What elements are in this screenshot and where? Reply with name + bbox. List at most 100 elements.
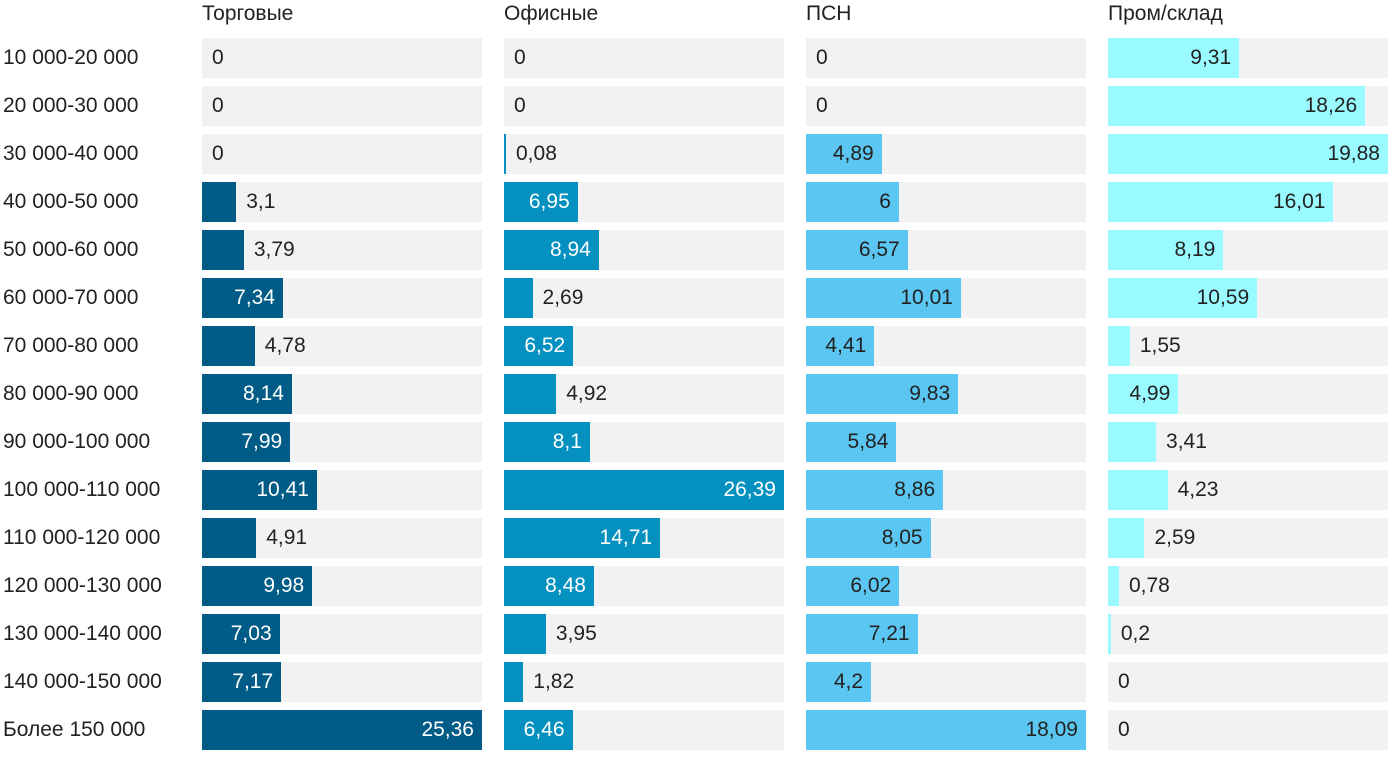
bar xyxy=(806,662,871,702)
category-label: 130 000-140 000 xyxy=(3,622,162,645)
bar xyxy=(202,326,255,366)
category-label: 60 000-70 000 xyxy=(3,286,139,309)
bar xyxy=(504,470,784,510)
bar xyxy=(1108,134,1388,174)
data-label: 0 xyxy=(212,94,224,117)
category-label: 10 000-20 000 xyxy=(3,46,139,69)
data-label: 14,71 xyxy=(599,526,653,549)
bar xyxy=(1108,374,1179,414)
data-label: 9,83 xyxy=(909,382,951,405)
category-label: 40 000-50 000 xyxy=(3,190,139,213)
bar xyxy=(202,470,317,510)
data-label: 8,05 xyxy=(881,526,923,549)
bar xyxy=(1108,38,1240,78)
data-label: 18,26 xyxy=(1304,94,1358,117)
data-label: 4,41 xyxy=(825,334,867,357)
bar xyxy=(504,278,533,318)
bar xyxy=(1108,278,1258,318)
category-label: 140 000-150 000 xyxy=(3,670,162,693)
bar-track xyxy=(1108,662,1388,702)
data-label: 10,01 xyxy=(900,286,953,309)
data-label: 25,36 xyxy=(421,718,474,741)
data-label: 5,84 xyxy=(847,430,889,453)
data-label: 1,82 xyxy=(533,670,575,693)
data-label: 7,17 xyxy=(232,670,274,693)
data-label: 7,03 xyxy=(230,622,272,645)
bar xyxy=(504,326,574,366)
bar xyxy=(806,230,908,270)
data-label: 8,1 xyxy=(552,430,582,453)
bar xyxy=(1108,326,1130,366)
data-label: 3,79 xyxy=(253,238,295,261)
category-label: 80 000-90 000 xyxy=(3,382,139,405)
data-label: 0 xyxy=(816,94,828,117)
bar xyxy=(806,710,1086,750)
data-label: 18,09 xyxy=(1025,718,1078,741)
data-label: 7,34 xyxy=(234,286,276,309)
data-label: 9,31 xyxy=(1190,46,1232,69)
bar xyxy=(1108,182,1334,222)
bar xyxy=(504,374,557,414)
data-label: 4,91 xyxy=(266,526,308,549)
bar xyxy=(806,566,900,606)
bar xyxy=(202,710,482,750)
bar xyxy=(806,134,882,174)
bar-track xyxy=(202,86,482,126)
bar xyxy=(202,614,280,654)
bar xyxy=(202,422,291,462)
category-label: 120 000-130 000 xyxy=(3,574,162,597)
data-label: 7,99 xyxy=(241,430,283,453)
bar xyxy=(1108,422,1157,462)
bar-track xyxy=(504,662,784,702)
data-label: 0 xyxy=(514,94,526,117)
data-label: 9,98 xyxy=(263,574,305,597)
bar xyxy=(202,230,244,270)
bar xyxy=(504,182,578,222)
data-label: 0 xyxy=(816,46,828,69)
panel-header: Офисные xyxy=(504,2,599,25)
data-label: 0 xyxy=(514,46,526,69)
data-label: 26,39 xyxy=(723,478,776,501)
category-label: 110 000-120 000 xyxy=(3,526,161,549)
data-label: 0 xyxy=(1118,670,1130,693)
data-label: 8,48 xyxy=(545,574,586,597)
data-label: 0 xyxy=(212,142,224,165)
category-label: 70 000-80 000 xyxy=(3,334,139,357)
panel-header: ПСН xyxy=(806,2,852,25)
category-label: Более 150 000 xyxy=(3,718,146,741)
bar-track xyxy=(202,38,482,78)
bar xyxy=(806,278,961,318)
data-label: 6,95 xyxy=(528,190,570,213)
data-label: 0,78 xyxy=(1128,574,1170,597)
data-label: 4,2 xyxy=(833,670,864,693)
data-label: 6 xyxy=(879,190,891,213)
data-label: 4,23 xyxy=(1177,478,1219,501)
bar xyxy=(806,374,959,414)
bar xyxy=(806,326,875,366)
data-label: 6,46 xyxy=(523,718,565,741)
bar xyxy=(806,182,899,222)
data-label: 3,41 xyxy=(1166,430,1207,453)
data-label: 6,52 xyxy=(524,334,566,357)
bar xyxy=(1108,518,1145,558)
bar-track xyxy=(504,134,784,174)
bar xyxy=(202,518,257,558)
bar xyxy=(1108,614,1111,654)
bar xyxy=(202,182,237,222)
bar-track xyxy=(1108,326,1388,366)
data-label: 10,59 xyxy=(1196,286,1250,309)
bar xyxy=(504,230,599,270)
bar xyxy=(504,422,590,462)
data-label: 0,08 xyxy=(516,142,557,165)
bar xyxy=(1108,86,1366,126)
bar xyxy=(504,134,506,174)
data-label: 4,78 xyxy=(264,334,306,357)
bar xyxy=(202,566,313,606)
bar xyxy=(806,422,897,462)
bar-track xyxy=(504,614,784,654)
data-label: 10,41 xyxy=(256,478,309,501)
bar xyxy=(1108,566,1119,606)
bar-track xyxy=(202,182,482,222)
data-label: 4,89 xyxy=(832,142,874,165)
